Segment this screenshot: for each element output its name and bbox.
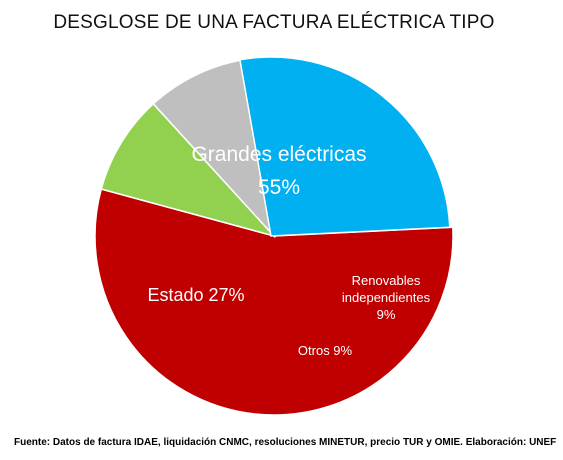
- pie-slices: [94, 56, 454, 416]
- slice-label-line: Grandes eléctricas: [191, 143, 366, 166]
- pie-labels: Grandes eléctricas 55% Renovables independi…: [147, 143, 430, 358]
- slice-label-line: Otros 9%: [298, 343, 353, 358]
- pie-slice-grandes-electricas: [94, 188, 454, 416]
- slice-label-line: Renovables: [352, 273, 421, 288]
- slice-label-grandes-electricas: Grandes eléctricas 55%: [191, 143, 366, 199]
- chart-source: Fuente: Datos de factura IDAE, liquidaci…: [14, 437, 557, 448]
- slice-label-line: 55%: [258, 176, 300, 199]
- slice-label-line: Estado 27%: [147, 285, 244, 305]
- slice-label-estado: Estado 27%: [147, 285, 244, 305]
- pie-slice-estado: [239, 56, 451, 237]
- pie-slice-renovables-independientes: [100, 102, 277, 238]
- chart-title: DESGLOSE DE UNA FACTURA ELÉCTRICA TIPO: [53, 12, 495, 33]
- slice-label-line: independientes: [342, 290, 431, 305]
- slice-label-line: 9%: [377, 307, 396, 322]
- slice-label-renovables-independientes: Renovables independientes 9%: [342, 273, 431, 322]
- slice-label-otros: Otros 9%: [298, 343, 353, 358]
